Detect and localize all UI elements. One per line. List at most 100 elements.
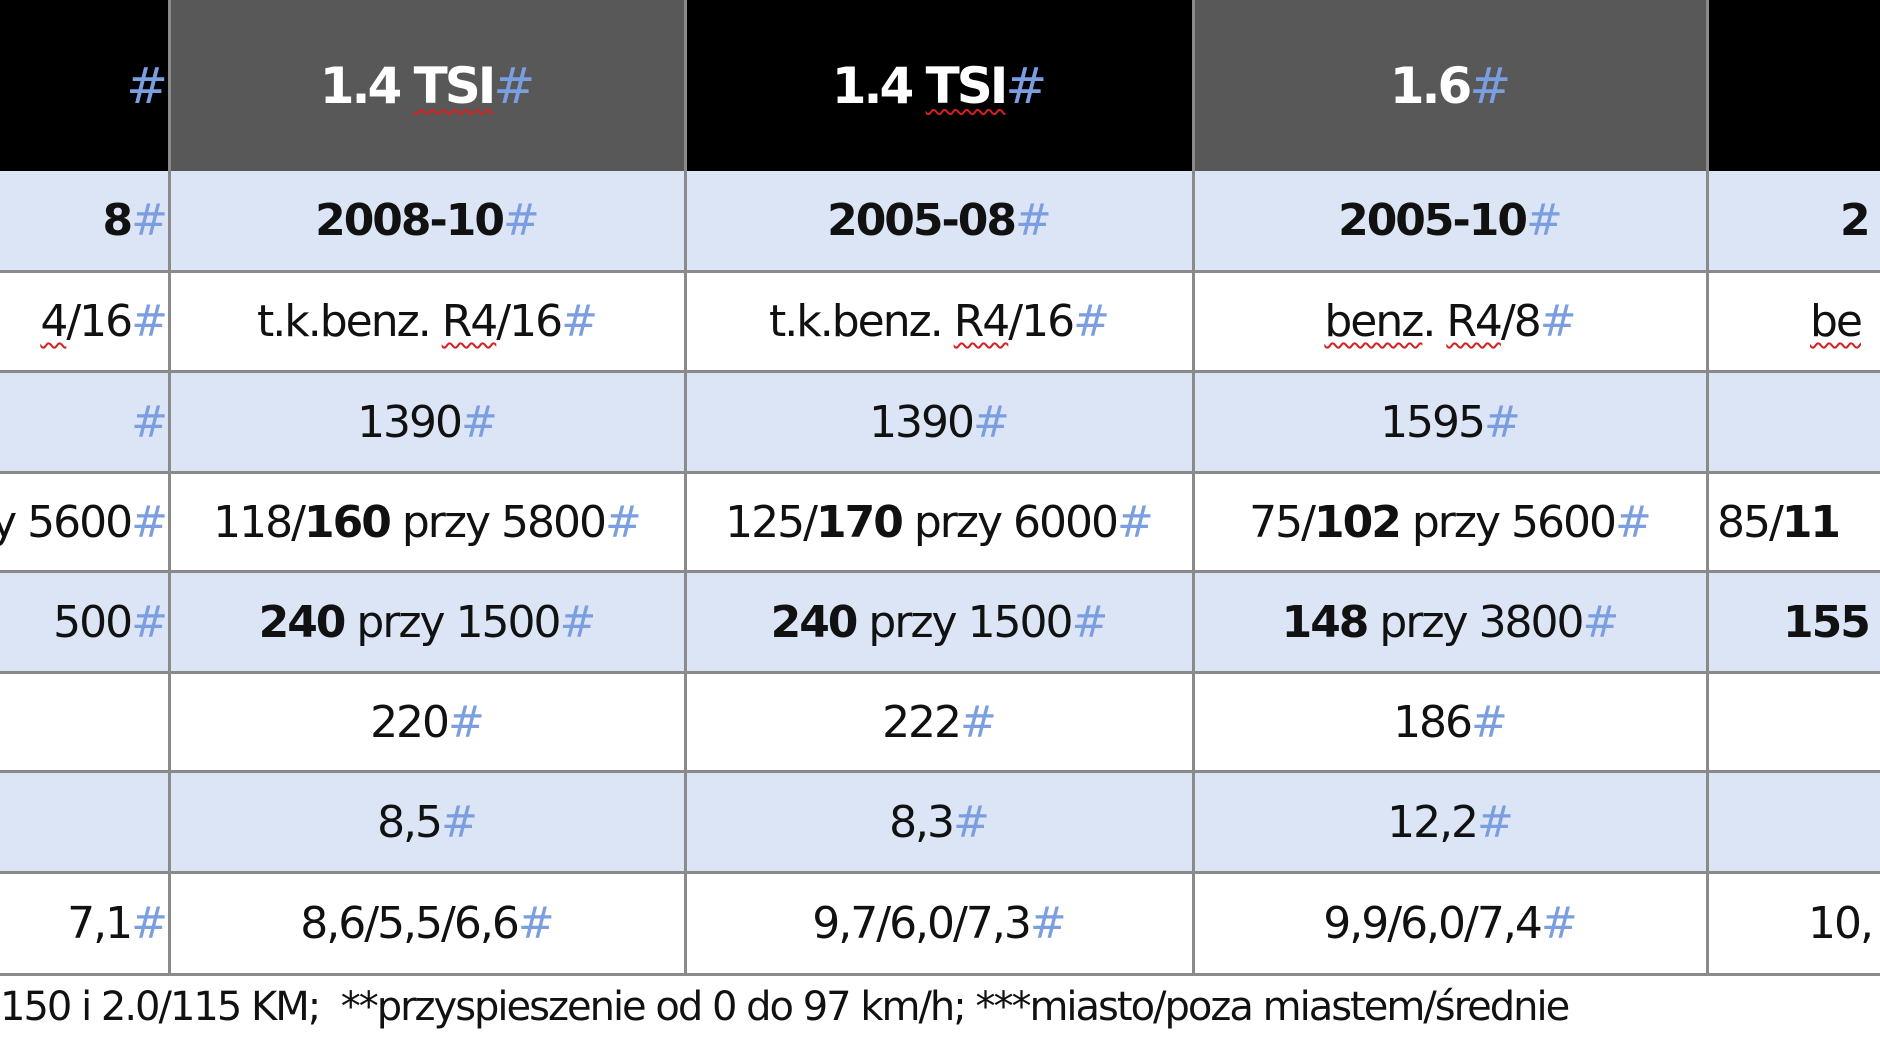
end-of-cell-mark: # (1071, 596, 1109, 648)
end-of-cell-mark: # (1471, 696, 1508, 748)
cell-text: 85/ (1717, 496, 1784, 548)
table-cell: 1595 # (1195, 373, 1709, 474)
end-of-cell-mark: # (1469, 56, 1512, 115)
end-of-cell-mark: # (1526, 195, 1563, 246)
end-of-cell-mark: # (561, 296, 598, 347)
cell-text: 160 (303, 496, 392, 548)
cell-text: 8,3 (889, 796, 955, 848)
table-cell (1709, 773, 1880, 874)
cell-text: 8,6/5,5/6,6 (300, 898, 520, 949)
table-cell: 155 (1709, 573, 1880, 674)
end-of-cell-mark: # (1540, 898, 1578, 949)
end-of-cell-mark: # (1015, 195, 1052, 246)
cell-text: 4 (40, 296, 68, 347)
cell-text: 9,7/6,0/7,3 (812, 898, 1032, 949)
cell-text: 1.4 (319, 56, 414, 115)
cell-text: przy 6000 (901, 496, 1119, 548)
table-cell: be (1709, 273, 1880, 373)
table-cell: 240 przy 1500 # (171, 573, 687, 674)
end-of-cell-mark: # (493, 56, 536, 115)
cell-text: R4 (441, 296, 499, 347)
table-cell (0, 674, 171, 773)
cell-text: benz (1324, 296, 1424, 347)
cell-text: 148 (1281, 596, 1370, 648)
end-of-cell-mark: # (503, 195, 540, 246)
table-cell: y 5600 # (0, 474, 171, 573)
table-cell: 220 # (171, 674, 687, 773)
table-cell: 1390 # (687, 373, 1195, 474)
cell-text: /16 (1008, 296, 1075, 347)
cell-text: R4 (953, 296, 1011, 347)
cell-text: 155 (1783, 596, 1871, 648)
cell-text: /8 (1500, 296, 1542, 347)
end-of-cell-mark: # (131, 898, 168, 949)
end-of-cell-mark: # (131, 596, 168, 648)
cell-text: 1390 (869, 396, 975, 448)
cell-text: 1390 (357, 396, 463, 448)
cell-text: 2008-10 (315, 195, 505, 246)
cell-text: 10, (1808, 898, 1874, 949)
table-cell: # (0, 373, 171, 474)
table-cell: 8,6/5,5/6,6 # (171, 874, 687, 976)
cell-text: t.k.benz. (257, 296, 442, 347)
end-of-cell-mark: # (441, 796, 478, 848)
cell-text: R4 (1446, 296, 1503, 347)
table-cell: 2 (1709, 171, 1880, 273)
cell-text: przy 3800 (1367, 596, 1584, 648)
table-cell: 148 przy 3800 # (1195, 573, 1709, 674)
table-cell: 9,7/6,0/7,3 # (687, 874, 1195, 976)
cell-text: 500 (53, 596, 133, 648)
table-cell: 12,2 # (1195, 773, 1709, 874)
table-cell (1709, 0, 1880, 171)
cell-text: TSI (925, 56, 1009, 115)
table-cell: 118/160 przy 5800 # (171, 474, 687, 573)
table-cell (0, 773, 171, 874)
end-of-cell-mark: # (126, 56, 168, 115)
table-cell: 4/16 # (0, 273, 171, 373)
cell-text: 8 (102, 195, 134, 246)
table-cell: 1.4 TSI # (171, 0, 687, 171)
table-cell: t.k.benz. R4/16 # (687, 273, 1195, 373)
table-cell: 75/102 przy 5600 # (1195, 474, 1709, 573)
end-of-cell-mark: # (604, 496, 642, 548)
cell-text: 1595 (1380, 396, 1486, 448)
end-of-cell-mark: # (448, 696, 485, 748)
end-of-cell-mark: # (973, 396, 1010, 448)
table-cell: 2005-08 # (687, 171, 1195, 273)
end-of-cell-mark: # (1539, 296, 1577, 347)
cell-text: 75/ (1249, 496, 1316, 548)
cell-text: 2005-08 (827, 195, 1017, 246)
table-cell: 8,3 # (687, 773, 1195, 874)
cell-text: 8,5 (377, 796, 443, 848)
table-cell: 2008-10 # (171, 171, 687, 273)
cell-text: przy 1500 (856, 596, 1073, 648)
table-cell: 240 przy 1500 # (687, 573, 1195, 674)
end-of-cell-mark: # (131, 496, 168, 548)
end-of-cell-mark: # (1614, 496, 1652, 548)
table-cell: 7,1 # (0, 874, 171, 976)
table-cell: 1.4 TSI # (687, 0, 1195, 171)
cell-text: TSI (413, 56, 497, 115)
table-cell: # (0, 0, 171, 171)
cell-text: 7,1 (67, 898, 133, 949)
end-of-cell-mark: # (960, 696, 997, 748)
end-of-cell-mark: # (1073, 296, 1110, 347)
table: #1.4 TSI #1.4 TSI #1.6 #8 #2008-10 #2005-08 #2… (0, 0, 1880, 976)
cell-text: 11 (1781, 496, 1841, 548)
cell-text: 240 (770, 596, 859, 648)
table-cell: 2005-10 # (1195, 171, 1709, 273)
table-cell: 10, (1709, 874, 1880, 976)
cell-text: . (1422, 296, 1447, 347)
cell-text: 170 (815, 496, 904, 548)
end-of-cell-mark: # (517, 898, 555, 949)
end-of-cell-mark: # (131, 396, 168, 448)
table-cell: 125/170 przy 6000 # (687, 474, 1195, 573)
cell-text: 12,2 (1387, 796, 1479, 848)
cell-text: t.k.benz. (769, 296, 954, 347)
cell-text: 118/ (213, 496, 306, 548)
cell-text: be (1810, 296, 1863, 347)
cell-text: 1.4 (831, 56, 926, 115)
table-cell (1709, 373, 1880, 474)
table-cell: 500 # (0, 573, 171, 674)
table-cell: 1390 # (171, 373, 687, 474)
